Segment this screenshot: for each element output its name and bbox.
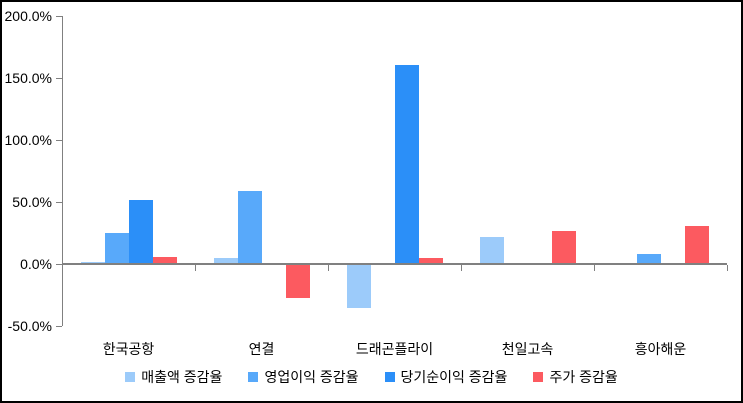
x-axis-tick	[461, 265, 462, 271]
bar-s3-c0	[152, 256, 177, 263]
x-axis-category-label: 드래곤플라이	[355, 341, 434, 357]
x-axis-line	[62, 263, 727, 265]
y-axis-tick-label: -50.0%	[7, 318, 52, 334]
y-axis-tick	[56, 264, 62, 265]
legend-marker-swatch	[125, 372, 136, 382]
x-axis-category-label: 한국공항	[102, 341, 155, 357]
bar-s3-c3	[551, 230, 576, 263]
legend-label: 매출액 증감율	[141, 369, 223, 385]
legend-label: 주가 증감율	[549, 369, 618, 385]
x-axis-category-label: 흥아해운	[634, 341, 687, 357]
legend-marker-swatch	[248, 372, 259, 382]
y-axis-tick-label: 0.0%	[20, 256, 52, 272]
legend-marker-swatch	[533, 372, 544, 382]
x-axis-category-label: 천일고속	[501, 341, 554, 357]
legend-item-3: 주가 증감율	[533, 367, 618, 387]
bar-s1-c1	[237, 191, 262, 263]
bar-s3-c1	[285, 265, 310, 299]
x-axis-tick	[594, 265, 595, 271]
y-axis-tick	[56, 16, 62, 17]
y-axis-tick-label: 150.0%	[4, 70, 52, 86]
x-axis-category-label: 연결	[248, 341, 275, 357]
bar-s3-c2	[418, 258, 443, 263]
legend: 매출액 증감율 영업이익 증감율 당기순이익 증감율 주가 증감율	[2, 368, 741, 386]
y-axis-tick	[56, 78, 62, 79]
y-axis-tick-label: 50.0%	[12, 194, 52, 210]
y-axis-tick	[56, 140, 62, 141]
legend-item-0: 매출액 증감율	[125, 367, 222, 387]
y-axis-tick	[56, 202, 62, 203]
bar-s2-c0	[128, 199, 153, 263]
legend-item-1: 영업이익 증감율	[248, 367, 359, 387]
legend-marker-swatch	[384, 372, 395, 382]
y-axis-tick-label: 200.0%	[4, 8, 52, 24]
bar-s3-c4	[684, 225, 709, 263]
bar-s0-c3	[479, 236, 504, 263]
legend-label: 당기순이익 증감율	[400, 369, 508, 385]
y-axis-tick-label: 100.0%	[4, 132, 52, 148]
legend-label: 영업이익 증감율	[264, 369, 359, 385]
y-axis-line	[62, 16, 63, 326]
y-axis-tick	[56, 326, 62, 327]
bar-s0-c2	[346, 265, 371, 309]
x-axis-tick	[727, 265, 728, 271]
x-axis-tick	[328, 265, 329, 271]
x-axis-tick	[195, 265, 196, 271]
bar-s1-c0	[104, 233, 129, 263]
bar-s0-c0	[80, 261, 105, 263]
bar-s2-c2	[394, 64, 419, 263]
bar-s0-c1	[213, 258, 238, 263]
legend-item-2: 당기순이익 증감율	[384, 367, 508, 387]
bar-s1-c4	[636, 254, 661, 263]
